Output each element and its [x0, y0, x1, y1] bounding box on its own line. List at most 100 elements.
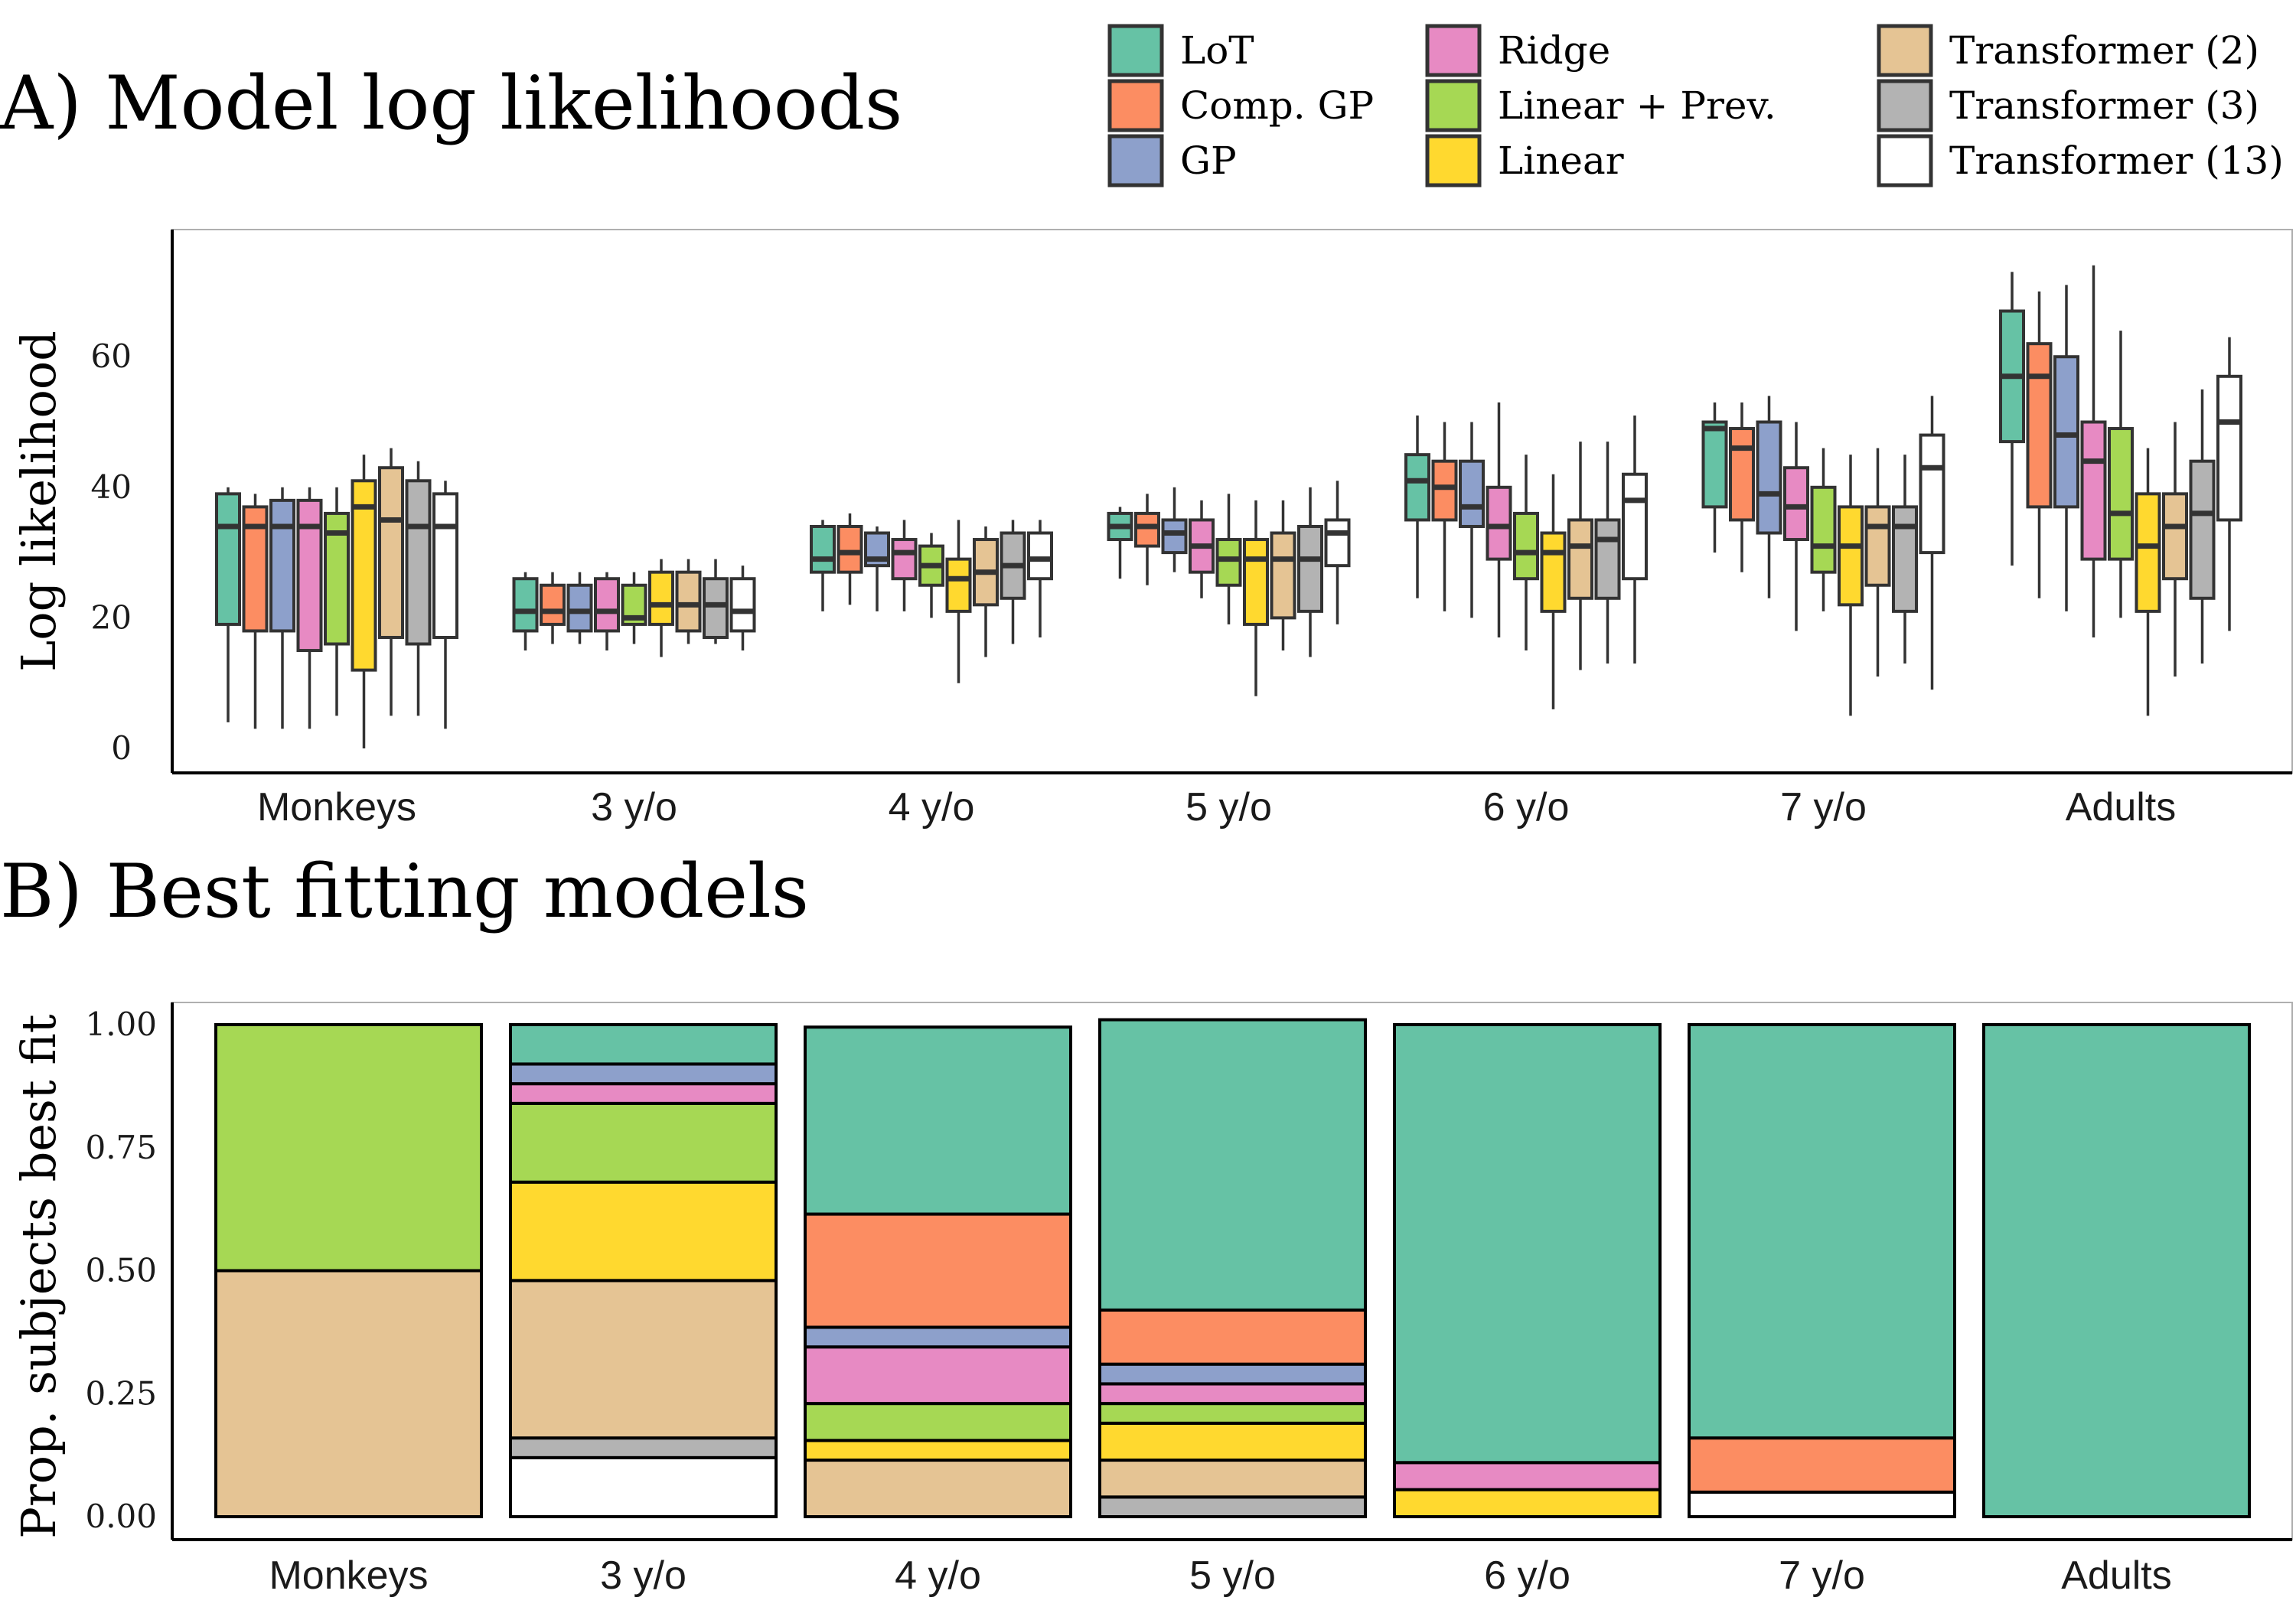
- box-body: [1431, 459, 1458, 522]
- box-gp-7-y-o: [1756, 396, 1782, 598]
- bar-segment-transformer-2-5-y-o: [1098, 1459, 1367, 1499]
- box-body: [703, 577, 729, 639]
- panel-a-y-tick-label: 0: [111, 729, 132, 767]
- bar-segment-linear-prev-monkeys: [214, 1023, 483, 1273]
- box-body: [1297, 524, 1323, 613]
- box-gp-5-y-o: [1161, 487, 1188, 572]
- box-transformer-13-5-y-o: [1324, 481, 1351, 624]
- box-gp-6-y-o: [1459, 422, 1485, 618]
- panel-a-title: A) Model log likelihoods: [0, 60, 902, 146]
- box-ridge-7-y-o: [1783, 422, 1809, 631]
- bar-segment-transformer-3-5-y-o: [1098, 1495, 1367, 1519]
- legend-swatch-lot: [1107, 24, 1164, 77]
- box-transformer-13-4-y-o: [1027, 520, 1053, 637]
- bar-segment-lot-5-y-o: [1098, 1018, 1367, 1312]
- box-comp-gp-7-y-o: [1729, 402, 1755, 572]
- bar-segment-lot-4-y-o: [804, 1025, 1072, 1216]
- box-body: [2080, 420, 2107, 561]
- box-transformer-2-4-y-o: [973, 526, 999, 657]
- box-lot-adults: [1999, 272, 2025, 566]
- box-linear-5-y-o: [1243, 500, 1269, 696]
- bar-segment-linear-6-y-o: [1393, 1488, 1662, 1519]
- bar-segment-gp-3-y-o: [509, 1062, 778, 1086]
- legend-label-ridge: Ridge: [1498, 28, 1610, 73]
- legend-label-transformer-2: Transformer (2): [1949, 28, 2259, 73]
- box-body: [540, 583, 566, 626]
- box-body: [1594, 518, 1621, 600]
- box-body: [1027, 531, 1053, 581]
- box-body: [378, 466, 404, 639]
- box-linear-prev-6-y-o: [1513, 455, 1539, 651]
- box-body: [1729, 427, 1755, 522]
- box-transformer-13-6-y-o: [1622, 415, 1648, 664]
- box-linear-4-y-o: [945, 520, 972, 683]
- box-body: [729, 577, 756, 633]
- bar-segment-ridge-6-y-o: [1393, 1461, 1662, 1491]
- panel-a-x-tick-label: 6 y/o: [1483, 785, 1570, 830]
- box-body: [296, 498, 323, 653]
- panel-b-x-tick-label: 3 y/o: [600, 1553, 687, 1598]
- box-transformer-2-3-y-o: [675, 559, 702, 644]
- legend-label-transformer-3: Transformer (3): [1949, 83, 2259, 128]
- box-body: [1161, 518, 1188, 555]
- legend-item-transformer-2: Transformer (2): [1877, 24, 2259, 77]
- panel-a-x-tick-label: Adults: [2066, 785, 2177, 830]
- bar-segment-gp-4-y-o: [804, 1325, 1072, 1349]
- panel-b-x-tick-label: 7 y/o: [1779, 1553, 1865, 1598]
- box-transformer-3-3-y-o: [703, 559, 729, 644]
- panel-b-x-tick-label: 4 y/o: [895, 1553, 981, 1598]
- panel-a-y-tick-label: 20: [91, 598, 132, 636]
- legend: LoT Comp. GP GP Ridge Linear + Prev. Linear Tr…: [1107, 24, 2284, 187]
- bar-segment-linear-prev-3-y-o: [509, 1101, 778, 1184]
- box-comp-gp-monkeys: [242, 494, 269, 729]
- box-transformer-2-adults: [2162, 422, 2188, 677]
- legend-swatch-transformer-13: [1877, 134, 1933, 187]
- legend-item-transformer-3: Transformer (3): [1877, 79, 2259, 132]
- box-body: [1215, 538, 1242, 587]
- bar-segment-ridge-4-y-o: [804, 1345, 1072, 1406]
- box-transformer-3-5-y-o: [1297, 487, 1323, 657]
- box-body: [1513, 511, 1539, 581]
- box-comp-gp-5-y-o: [1134, 494, 1160, 585]
- legend-swatch-transformer-2: [1877, 24, 1933, 77]
- box-body: [1404, 453, 1430, 522]
- box-lot-5-y-o: [1107, 507, 1133, 579]
- box-body: [432, 492, 458, 639]
- box-transformer-13-7-y-o: [1919, 396, 1945, 690]
- box-body: [2053, 355, 2079, 509]
- panel-a-x-tick-label: 4 y/o: [889, 785, 975, 830]
- box-body: [1838, 505, 1864, 607]
- panel-b-y-tick-label: 0.25: [85, 1374, 157, 1412]
- panel-b-x-tick-label: Monkeys: [269, 1553, 428, 1598]
- bar-segment-lot-6-y-o: [1393, 1023, 1662, 1465]
- box-body: [2162, 492, 2188, 581]
- panel-a-x-tick-label: Monkeys: [257, 785, 416, 830]
- box-transformer-3-6-y-o: [1594, 442, 1621, 664]
- box-linear-prev-5-y-o: [1215, 494, 1242, 624]
- box-body: [1324, 518, 1351, 568]
- box-linear-prev-7-y-o: [1810, 448, 1837, 611]
- box-body: [1567, 518, 1593, 600]
- bar-segment-comp-gp-5-y-o: [1098, 1308, 1367, 1366]
- box-body: [2189, 459, 2216, 600]
- bar-segment-linear-4-y-o: [804, 1439, 1072, 1462]
- legend-swatch-linear: [1425, 134, 1482, 187]
- box-lot-3-y-o: [512, 572, 539, 651]
- bar-segment-ridge-5-y-o: [1098, 1382, 1367, 1406]
- box-body: [1622, 472, 1648, 581]
- bar-segment-transformer-13-7-y-o: [1688, 1490, 1956, 1518]
- panel-a-boxplot: 0 20 40 60 Monkeys 3 y/o 4 y/o 5 y/o 6 y/o 7 y/o A…: [91, 229, 2293, 830]
- legend-label-linear-prev: Linear + Prev.: [1498, 83, 1776, 128]
- bar-segment-linear-prev-4-y-o: [804, 1402, 1072, 1442]
- legend-label-lot: LoT: [1180, 28, 1254, 73]
- box-body: [2026, 342, 2053, 509]
- box-linear-prev-adults: [2108, 331, 2134, 618]
- box-transformer-2-7-y-o: [1864, 448, 1891, 677]
- box-ridge-4-y-o: [891, 520, 918, 611]
- box-linear-adults: [2135, 448, 2161, 716]
- box-gp-adults: [2053, 285, 2079, 611]
- box-body: [891, 538, 918, 581]
- box-body: [1270, 531, 1296, 620]
- box-linear-prev-4-y-o: [918, 533, 944, 618]
- panel-b-x-tick-label: Adults: [2061, 1553, 2172, 1598]
